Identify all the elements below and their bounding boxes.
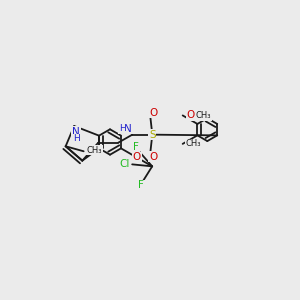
Text: S: S [149, 130, 156, 140]
Text: N: N [124, 124, 132, 134]
Text: CH₃: CH₃ [196, 111, 211, 120]
Text: CH₃: CH₃ [87, 146, 102, 155]
Text: O: O [187, 110, 195, 120]
Text: O: O [133, 152, 141, 162]
Text: O: O [149, 108, 158, 118]
Text: Cl: Cl [119, 159, 129, 170]
Text: O: O [149, 152, 158, 162]
Text: N: N [72, 127, 80, 137]
Text: H: H [73, 134, 80, 143]
Text: F: F [133, 142, 139, 152]
Text: CH₃: CH₃ [186, 140, 201, 148]
Text: H: H [119, 124, 126, 133]
Text: F: F [138, 180, 144, 190]
